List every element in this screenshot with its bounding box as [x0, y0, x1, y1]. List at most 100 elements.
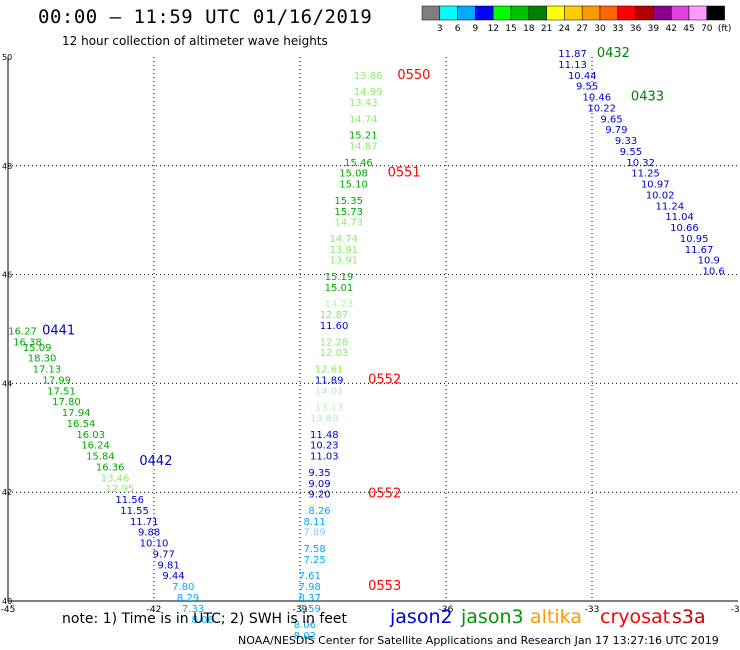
wave-height-label: 10.6 — [703, 267, 725, 278]
wave-height-label: 11.25 — [631, 169, 660, 180]
wave-height-label: 7.58 — [303, 544, 325, 555]
colorbar-swatch — [670, 5, 690, 21]
colorbar-swatch — [617, 5, 636, 21]
wave-height-label: 9.77 — [153, 549, 175, 560]
wave-height-label: 9.55 — [620, 147, 642, 158]
wave-height-label: 12.61 — [315, 365, 344, 376]
wave-height-label: 11.60 — [320, 321, 349, 332]
wave-height-label: 15.73 — [334, 207, 363, 218]
wave-height-label: 15.19 — [325, 272, 354, 283]
wave-height-label: 9.35 — [308, 468, 330, 479]
colorbar-swatch — [475, 5, 494, 21]
wave-height-label: 8.29 — [177, 593, 199, 604]
x-tick-label: -39 — [293, 605, 308, 615]
wave-height-label: 16.54 — [67, 419, 96, 430]
wave-height-label: 14.23 — [325, 299, 354, 310]
pass-time-label: 0552 — [368, 372, 401, 387]
colorbar-swatch — [439, 5, 458, 21]
wave-height-label: 13.89 — [310, 413, 339, 424]
wave-height-label: 14.73 — [334, 218, 363, 229]
pass-time-label: 0442 — [139, 454, 172, 469]
wave-height-label: 10.23 — [310, 441, 339, 452]
wave-height-label: 8.02 — [294, 631, 316, 642]
wave-height-label: 13.91 — [329, 256, 358, 267]
wave-height-label: 7.59 — [299, 604, 321, 615]
colorbar-swatch — [492, 5, 512, 21]
wave-height-label: 15.09 — [23, 343, 52, 354]
wave-height-label: 9.79 — [605, 125, 627, 136]
colorbar-label: 15 — [505, 24, 516, 34]
wave-height-label: 14.74 — [329, 234, 358, 245]
wave-height-label: 10.9 — [698, 256, 720, 267]
wave-height-label: 16.24 — [81, 441, 110, 452]
pass-time-label: 0441 — [42, 323, 75, 338]
colorbar-label: 42 — [665, 24, 676, 34]
colorbar-label: 45 — [683, 24, 694, 34]
wave-height-label: 16.36 — [96, 462, 125, 473]
colorbar-swatch — [635, 5, 654, 21]
wave-height-label: 11.56 — [115, 495, 144, 506]
x-tick-label: -33 — [585, 605, 600, 615]
colorbar-label: 33 — [612, 24, 623, 34]
wave-height-label: 7.80 — [172, 582, 194, 593]
colorbar-swatch — [706, 5, 725, 21]
wave-height-label: 14.99 — [354, 87, 383, 98]
colorbar-label: 3 — [437, 24, 443, 34]
chart-title: 00:00 – 11:59 UTC 01/16/2019 — [38, 6, 373, 28]
x-tick-label: -30 — [731, 605, 740, 615]
wave-height-label: 14.74 — [349, 114, 378, 125]
wave-height-label: 10.02 — [646, 190, 675, 201]
colorbar-swatch — [564, 5, 583, 21]
wave-height-label: 10.97 — [641, 180, 670, 191]
colorbar-swatch — [528, 5, 547, 21]
wave-height-label: 8.26 — [308, 506, 330, 517]
colorbar-swatch — [457, 5, 476, 21]
colorbar-label: (ft) — [718, 24, 732, 34]
y-tick-label: 46 — [2, 271, 12, 280]
colorbar-label: 39 — [648, 24, 660, 34]
colorbar-swatch — [688, 5, 708, 21]
wave-height-label: 11.89 — [315, 375, 344, 386]
colorbar-swatch — [599, 5, 619, 21]
wave-height-label: 11.67 — [685, 245, 714, 256]
wave-height-label: 13.46 — [101, 473, 130, 484]
wave-height-label: 13.43 — [349, 98, 378, 109]
wave-height-label: 9.55 — [576, 82, 598, 93]
wave-height-label: 8.37 — [299, 593, 321, 604]
colorbar-swatch — [581, 5, 601, 21]
wave-height-label: 9.09 — [308, 479, 330, 490]
wave-height-label: 7.98 — [299, 582, 321, 593]
colorbar-label: 9 — [473, 24, 479, 34]
wave-height-label: 13.13 — [315, 403, 344, 414]
pass-time-label: 0551 — [388, 166, 421, 181]
legend-jason3: jason3 — [461, 606, 524, 628]
legend-cryosat: cryosat — [600, 606, 671, 628]
wave-height-label: 17.80 — [52, 397, 81, 408]
wave-height-label: 10.44 — [568, 71, 597, 82]
wave-height-label: 14.87 — [349, 141, 378, 152]
wave-height-label: 16.38 — [13, 337, 42, 348]
wave-height-label: 11.24 — [656, 201, 685, 212]
wave-height-label: 15.35 — [334, 196, 363, 207]
colorbar-label: 24 — [559, 24, 571, 34]
wave-height-label: 8.11 — [303, 517, 325, 528]
pass-time-label: 0432 — [597, 46, 630, 61]
wave-height-label: 11.03 — [310, 452, 339, 463]
wave-height-label: 7.25 — [303, 555, 325, 566]
wave-height-label: 10.10 — [140, 539, 169, 550]
wave-height-label: 9.65 — [600, 114, 622, 125]
wave-height-label: 10.95 — [680, 234, 709, 245]
legend-altika: altika — [530, 606, 582, 628]
wave-height-label: 11.71 — [130, 517, 159, 528]
wave-height-label: 10.32 — [626, 158, 655, 169]
colorbar-label: 36 — [630, 24, 642, 34]
wave-height-label: 10.46 — [583, 93, 612, 104]
pass-time-label: 0552 — [368, 487, 401, 502]
chart-subtitle: 12 hour collection of altimeter wave hei… — [62, 34, 328, 48]
wave-height-label: 11.04 — [665, 212, 694, 223]
wave-height-label: 8.06 — [192, 615, 214, 626]
footer-note: note: 1) Time is in UTC; 2) SWH is in fe… — [62, 611, 348, 627]
wave-height-label: 13.91 — [329, 245, 358, 256]
